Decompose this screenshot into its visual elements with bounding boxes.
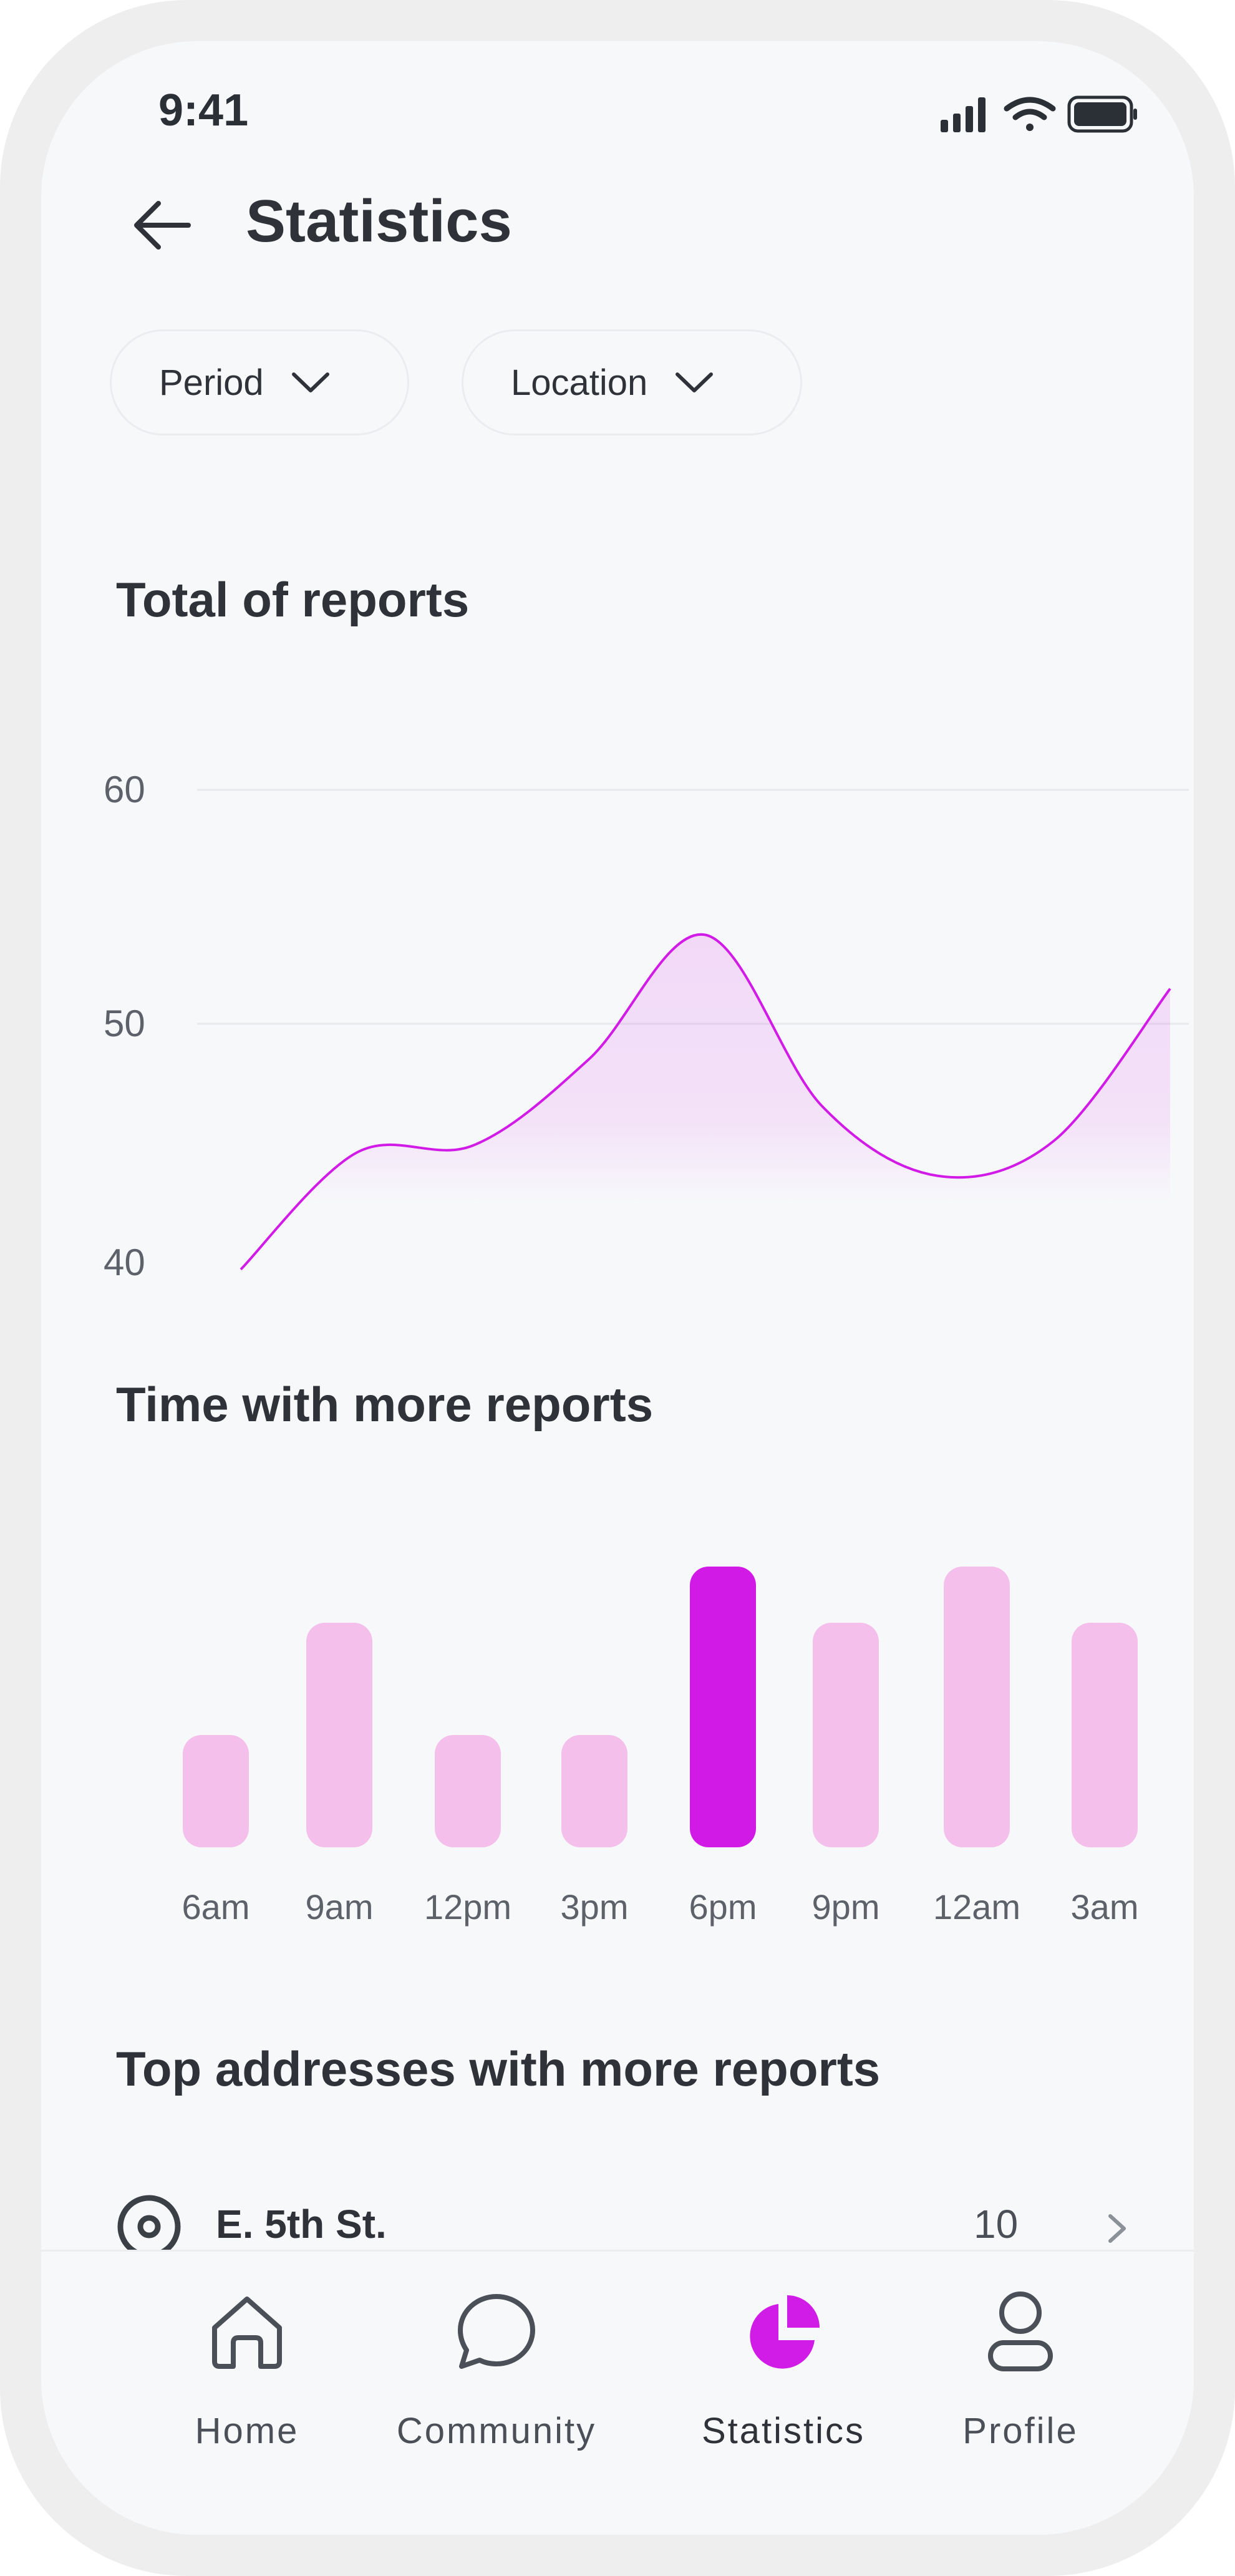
tab-label: Home [195,2411,299,2451]
time-reports-chart: 6am 9am 12pm 3pm 6pm 9pm 12am 3am [182,1567,1139,1927]
x-tick-label: 3am [1071,1887,1139,1927]
bar-6am [183,1735,249,1847]
tab-community[interactable]: Community [366,2252,627,2476]
y-tick-label: 40 [104,1242,145,1283]
tab-profile[interactable]: Profile [939,2252,1102,2476]
x-tick-label: 3pm [561,1887,629,1927]
person-icon [988,2292,1053,2371]
chevron-down-icon [676,372,714,392]
address-count: 10 [974,2202,1019,2247]
x-tick-label: 6pm [689,1887,757,1927]
wifi-icon [1004,97,1056,131]
pie-chart-icon [750,2295,820,2369]
x-tick-label: 9pm [812,1887,880,1927]
time-reports-title: Time with more reports [116,1377,654,1432]
total-reports-chart: 60 50 40 [104,769,1189,1283]
address-row[interactable]: E. 5th St. 10 [116,2187,1151,2262]
x-tick-label: 6am [182,1887,250,1927]
tab-label: Statistics [701,2411,866,2451]
bottom-tab-bar: Home Community Statistics [41,2250,1194,2535]
bar-12pm [435,1735,501,1847]
home-icon [212,2297,282,2369]
chevron-down-icon [291,372,329,392]
period-filter-button[interactable]: Period [110,329,409,435]
bar-3pm [561,1735,627,1847]
tab-label: Community [396,2411,597,2451]
period-filter-label: Period [159,362,264,403]
status-icons [941,95,1137,133]
location-filter-button[interactable]: Location [462,329,802,435]
signal-icon [941,97,986,132]
area-fill [241,934,1170,1270]
address-name: E. 5th St. [216,2202,387,2247]
series-line [240,933,1171,1271]
bar-3am [1072,1623,1138,1847]
chat-icon [458,2294,535,2369]
bar-9pm [813,1623,879,1847]
tab-home[interactable]: Home [166,2252,328,2476]
location-filter-label: Location [511,362,648,403]
back-arrow-icon[interactable] [128,191,197,260]
page-title: Statistics [246,188,512,255]
x-tick-label: 12pm [424,1887,511,1927]
phone-screen: 9:41 [41,41,1194,2535]
x-tick-label: 9am [306,1887,374,1927]
y-tick-label: 50 [104,1003,145,1044]
total-reports-title: Total of reports [116,572,470,627]
y-tick-label: 60 [104,769,145,810]
x-tick-label: 12am [933,1887,1020,1927]
battery-icon [1067,95,1137,133]
tab-statistics[interactable]: Statistics [677,2252,889,2476]
bar-6pm [690,1567,756,1847]
bar-9am [306,1623,372,1847]
tab-label: Profile [962,2411,1078,2451]
addresses-title: Top addresses with more reports [116,2041,881,2096]
status-time: 9:41 [158,85,249,135]
chevron-right-icon [1108,2214,1126,2243]
bar-12am [944,1567,1010,1847]
